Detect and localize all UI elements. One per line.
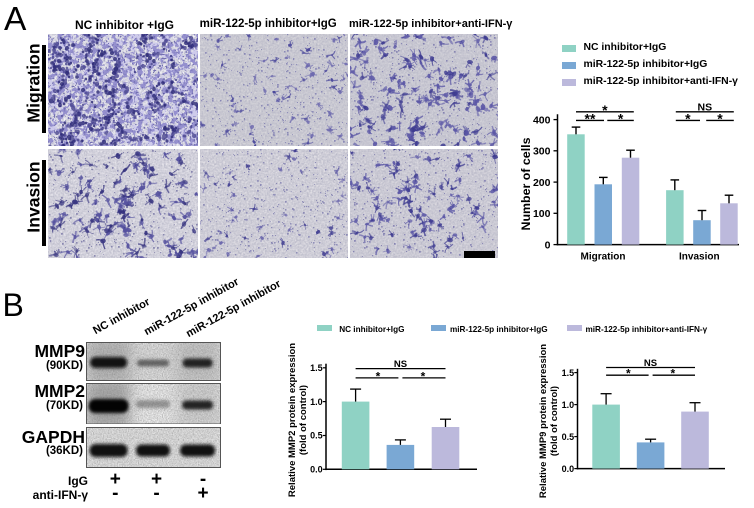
svg-text:*: * <box>670 367 675 381</box>
svg-text:0.0: 0.0 <box>310 465 323 475</box>
svg-text:0.0: 0.0 <box>562 464 575 474</box>
svg-text:200: 200 <box>533 177 551 189</box>
svg-text:100: 100 <box>533 208 551 220</box>
svg-text:0.5: 0.5 <box>562 432 575 442</box>
svg-text:1.5: 1.5 <box>310 363 323 373</box>
svg-text:*: * <box>421 369 426 383</box>
svg-text:1.5: 1.5 <box>562 368 575 378</box>
svg-text:NS: NS <box>644 358 657 369</box>
svg-text:*: * <box>618 110 624 126</box>
svg-text:*: * <box>717 110 723 126</box>
svg-text:0: 0 <box>545 239 551 251</box>
svg-text:*: * <box>376 369 381 383</box>
svg-text:**: ** <box>585 110 596 126</box>
svg-text:*: * <box>602 102 608 118</box>
svg-text:1.0: 1.0 <box>310 397 323 407</box>
svg-text:Migration: Migration <box>581 252 626 263</box>
svg-text:Invasion: Invasion <box>679 252 720 263</box>
svg-text:*: * <box>685 110 691 126</box>
svg-text:300: 300 <box>533 146 551 158</box>
svg-text:400: 400 <box>533 114 551 126</box>
svg-text:NS: NS <box>698 101 713 113</box>
svg-text:*: * <box>626 367 631 381</box>
svg-text:1.0: 1.0 <box>562 400 575 410</box>
svg-text:0.5: 0.5 <box>310 431 323 441</box>
svg-text:NS: NS <box>394 359 407 370</box>
